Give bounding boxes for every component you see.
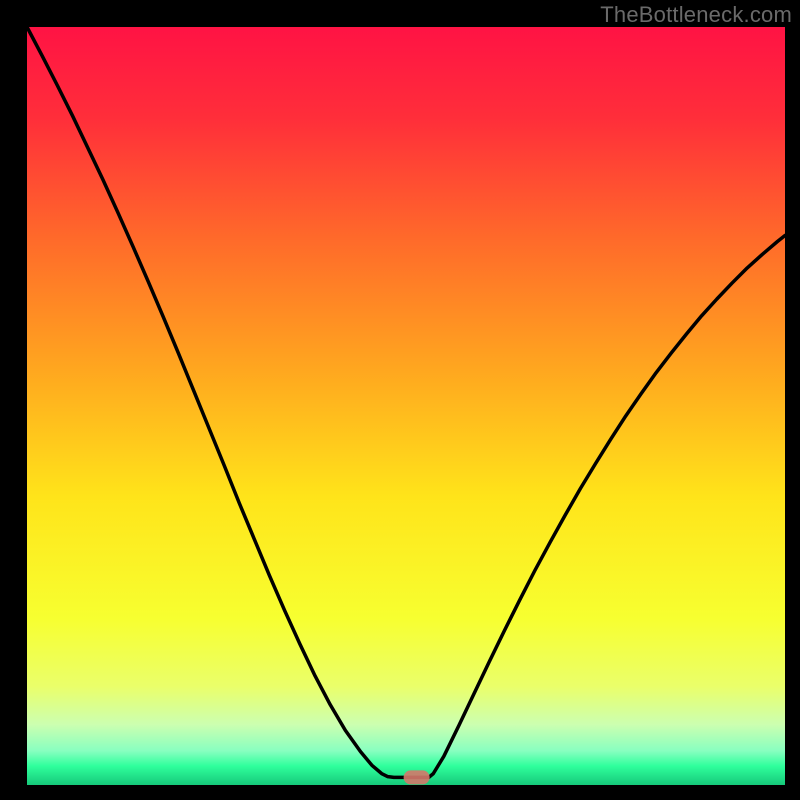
watermark-text: TheBottleneck.com [600,2,792,28]
bottleneck-curve-chart [0,0,800,800]
plot-background [27,27,785,785]
chart-container: TheBottleneck.com [0,0,800,800]
optimal-marker [404,770,430,784]
